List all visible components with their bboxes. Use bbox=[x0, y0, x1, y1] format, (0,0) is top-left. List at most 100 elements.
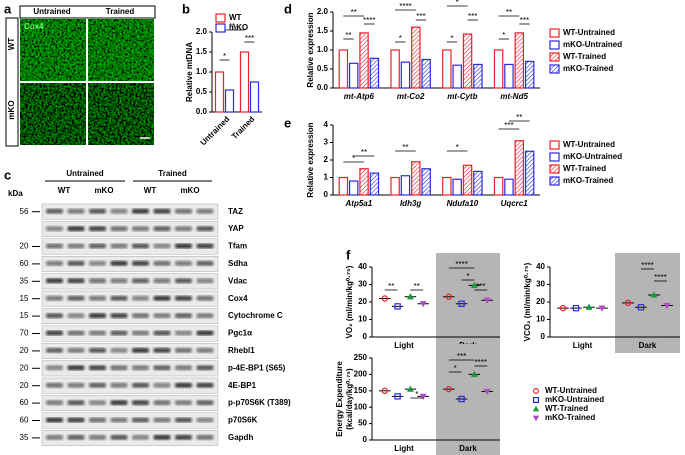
y-tick-label: 2 bbox=[324, 155, 329, 164]
significance-label: *** bbox=[476, 282, 485, 291]
blot-band bbox=[89, 365, 106, 371]
kda-label: 20 bbox=[20, 381, 29, 390]
significance-label: *** bbox=[520, 16, 529, 25]
significance-label: ** bbox=[506, 8, 512, 17]
marker bbox=[598, 305, 606, 312]
y-tick-label: 0.0 bbox=[317, 83, 329, 92]
y-tick-label: 0 bbox=[324, 190, 329, 199]
y-tick-label: 1.5 bbox=[196, 47, 208, 56]
blot-band bbox=[153, 278, 171, 284]
blot-band bbox=[196, 400, 214, 406]
protein-label: Vdac bbox=[228, 276, 248, 285]
protein-label: YAP bbox=[228, 224, 244, 233]
blot-band bbox=[110, 434, 128, 440]
legend-label: WT-Trained bbox=[563, 52, 606, 61]
protein-label: p-p70S6K (T389) bbox=[228, 398, 291, 407]
lane-label: WT bbox=[58, 186, 71, 195]
blot-strip bbox=[41, 273, 219, 290]
protein-label: Pgc1α bbox=[228, 329, 252, 338]
blot-band bbox=[196, 365, 214, 371]
y-tick-label: 0.0 bbox=[196, 107, 208, 116]
blot-band bbox=[89, 417, 106, 423]
blot-band bbox=[46, 417, 63, 423]
significance-label: **** bbox=[654, 273, 666, 282]
marker bbox=[470, 370, 478, 377]
blot-band bbox=[153, 226, 171, 232]
blot-band bbox=[46, 400, 63, 406]
bar bbox=[442, 176, 452, 196]
kda-label: 15 bbox=[20, 294, 29, 303]
protein-label: Tfam bbox=[228, 242, 247, 251]
group-label: Untrained bbox=[66, 169, 103, 178]
blot-band bbox=[175, 260, 192, 266]
blot-band bbox=[196, 330, 214, 336]
bar bbox=[524, 60, 535, 89]
blot-band bbox=[132, 313, 149, 319]
legend-label: WT-Trained bbox=[545, 404, 588, 413]
bar bbox=[239, 51, 250, 113]
legend-label: WT-Untrained bbox=[563, 28, 615, 37]
bar bbox=[348, 180, 359, 196]
blot-band bbox=[89, 382, 106, 388]
lane-label: mKO bbox=[180, 186, 199, 195]
y-tick-label: 0.5 bbox=[317, 64, 329, 73]
marker bbox=[532, 405, 540, 412]
blot-band bbox=[153, 347, 171, 353]
blot-band bbox=[132, 330, 149, 336]
x-tick-label: Ndufa10 bbox=[447, 199, 479, 208]
y-tick-label: 2.0 bbox=[317, 7, 329, 16]
blot-strip bbox=[41, 430, 219, 446]
blot-band bbox=[196, 313, 214, 319]
blot-strip bbox=[41, 308, 219, 324]
x-tick-label: Idh3g bbox=[400, 199, 421, 208]
blot-band bbox=[67, 434, 85, 440]
blot-band bbox=[110, 330, 128, 336]
blot-band bbox=[132, 382, 149, 388]
bar bbox=[493, 49, 504, 89]
blot-band bbox=[175, 330, 192, 336]
x-tick-label: Trained bbox=[230, 114, 257, 141]
shade bbox=[436, 344, 500, 455]
y-tick-label: 20 bbox=[536, 297, 545, 306]
blot-band bbox=[175, 382, 192, 388]
blot-band bbox=[110, 382, 128, 388]
blot-band bbox=[67, 226, 85, 232]
blot-band bbox=[46, 434, 63, 440]
legend-label: WT-Untrained bbox=[563, 140, 615, 149]
blot-band bbox=[153, 295, 171, 301]
blot-band bbox=[175, 347, 192, 353]
blot-strip bbox=[41, 360, 219, 377]
y-tick-label: 2.0 bbox=[196, 27, 208, 36]
column-label: Untrained bbox=[33, 7, 70, 16]
y-tick-label: 150 bbox=[354, 386, 368, 395]
legend-label: mKO-Trained bbox=[563, 64, 613, 73]
significance-label: ** bbox=[229, 22, 235, 31]
x-tick-label: Atp5a1 bbox=[345, 199, 373, 208]
y-tick-label: 0 bbox=[363, 435, 368, 444]
significance-label: ** bbox=[516, 113, 522, 122]
y-axis-label: Relative mtDNA bbox=[185, 42, 194, 102]
panel-label: f bbox=[346, 247, 351, 262]
significance-label: ** bbox=[351, 8, 357, 17]
blot-band bbox=[46, 260, 63, 266]
blot-band bbox=[67, 417, 85, 423]
legend-label: WT-Trained bbox=[563, 164, 606, 173]
bar bbox=[421, 168, 431, 196]
y-tick-label: 1.0 bbox=[196, 67, 208, 76]
significance-label: * bbox=[456, 143, 459, 152]
blot-band bbox=[196, 260, 214, 266]
header-box bbox=[19, 5, 156, 19]
x-tick-label: Light bbox=[573, 341, 593, 350]
legend-label: mKO-Untrained bbox=[563, 40, 622, 49]
significance-label: *** bbox=[504, 121, 513, 130]
micrograph bbox=[88, 19, 154, 81]
bar bbox=[249, 81, 260, 113]
y-tick-label: 0.5 bbox=[196, 87, 208, 96]
bar bbox=[504, 63, 514, 89]
protein-label: p70S6K bbox=[228, 416, 258, 425]
bar bbox=[390, 49, 400, 89]
legend-swatch bbox=[549, 40, 560, 50]
marker bbox=[419, 301, 427, 308]
legend-swatch bbox=[549, 140, 560, 150]
significance-label: ** bbox=[388, 282, 394, 291]
